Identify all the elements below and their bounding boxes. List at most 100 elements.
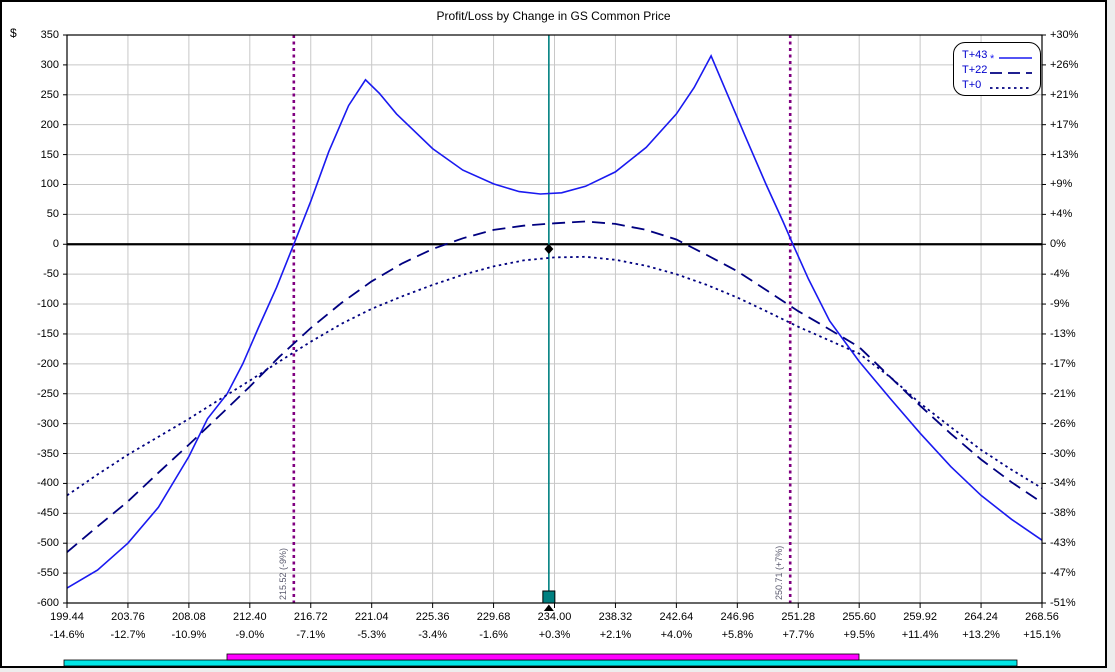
y-axis-tick-label: -250 (36, 387, 59, 400)
right-axis-tick-label: +9% (1050, 178, 1073, 191)
right-axis-tick-label: -34% (1050, 477, 1076, 490)
y-axis-tick-label: -200 (36, 357, 59, 370)
right-axis-tick-label: -26% (1050, 417, 1076, 430)
right-axis-tick-label: +30% (1050, 29, 1079, 41)
right-axis-tick-label: -17% (1050, 357, 1076, 370)
y-axis-tick-label: -150 (36, 327, 59, 340)
x-axis-percent-label: -3.4% (418, 629, 447, 641)
x-axis-price-label: 199.44 (50, 611, 84, 623)
y-axis-tick-label: -350 (36, 447, 59, 460)
right-axis-tick-label: 0% (1050, 238, 1066, 251)
y-axis-tick-label: -400 (36, 477, 59, 490)
right-axis-tick-label: -47% (1050, 567, 1076, 580)
y-axis-tick-label: -600 (36, 597, 59, 609)
x-axis-price-label: 229.68 (476, 611, 511, 623)
right-axis-tick-label: -13% (1050, 327, 1076, 340)
x-axis-price-label: 259.92 (903, 611, 937, 623)
x-axis-percent-label: -14.6% (49, 629, 85, 641)
x-axis-price-label: 242.64 (659, 611, 694, 623)
x-axis-percent-label: -1.6% (479, 629, 508, 641)
legend-star-marker: * (990, 53, 995, 63)
x-axis-price-label: 268.56 (1025, 611, 1059, 623)
y-axis-tick-label: -450 (36, 507, 59, 520)
series-T+43 (66, 54, 1043, 589)
x-axis-percent-label: +13.2% (962, 629, 1000, 641)
x-axis-percent-label: -9.0% (235, 629, 265, 641)
right-axis-tick-label: -38% (1050, 507, 1076, 520)
x-axis-price-label: 221.04 (354, 611, 389, 623)
x-axis-percent-label: +5.8% (721, 629, 754, 641)
y-axis-tick-label: 0 (52, 238, 59, 251)
vline-price-label: 250.71 (+7%) (774, 545, 785, 600)
legend-line-sample-solid: * (990, 50, 1032, 65)
chart-title: Profit/Loss by Change in GS Common Price (436, 9, 671, 23)
pl-diamond-marker (544, 244, 554, 255)
x-axis-price-label: 255.60 (842, 611, 877, 623)
right-axis-tick-label: +21% (1050, 88, 1079, 101)
x-axis-percent-label: -12.7% (110, 629, 146, 641)
x-axis-price-label: 203.76 (111, 611, 145, 623)
vline-price-label: 215.52 (-9%) (277, 547, 288, 600)
legend-line-sample-dashed (990, 65, 1032, 75)
x-axis-percent-label: -10.9% (171, 629, 207, 641)
right-axis-tick-label: +17% (1050, 118, 1079, 131)
y-axis-tick-label: 200 (40, 118, 59, 131)
series-T+0 (66, 255, 1043, 497)
x-axis-price-label: 246.96 (720, 611, 755, 623)
y-axis-tick-label: 50 (46, 208, 59, 221)
x-axis-price-label: 251.28 (781, 611, 816, 623)
right-axis-tick-label: -9% (1050, 298, 1070, 311)
x-axis-percent-label: +11.4% (901, 629, 939, 641)
y-axis-tick-label: -100 (36, 298, 59, 311)
x-axis-price-label: 238.32 (598, 611, 633, 623)
x-axis-price-label: 212.40 (232, 611, 267, 623)
y-axis-tick-label: -500 (36, 537, 59, 550)
x-axis-price-label: 225.36 (415, 611, 450, 623)
y-axis-tick-label: 100 (40, 178, 59, 191)
right-axis-tick-label: -51% (1050, 597, 1076, 609)
x-axis-percent-label: +0.3% (538, 629, 571, 641)
y-axis-tick-label: 250 (40, 88, 59, 101)
right-axis-tick-label: -30% (1050, 447, 1076, 460)
x-axis-price-label: 216.72 (293, 611, 328, 623)
right-axis-tick-label: -21% (1050, 387, 1076, 400)
range-bar (63, 659, 1018, 667)
legend-label: T+22 (962, 63, 988, 76)
x-axis-percent-label: -7.1% (296, 629, 326, 641)
x-axis-percent-label: +9.5% (843, 629, 875, 641)
y-axis-tick-label: 300 (40, 58, 59, 71)
x-axis-percent-label: +15.1% (1023, 629, 1061, 641)
legend-item-T+43[interactable]: T+43 * (954, 47, 1040, 65)
current-price-square[interactable] (542, 590, 556, 604)
right-axis-tick-label: -4% (1050, 268, 1070, 281)
right-axis-tick-label: +26% (1050, 58, 1079, 71)
y-axis-tick-label: -550 (36, 567, 59, 580)
right-axis-tick-label: +13% (1050, 148, 1079, 161)
y-axis-tick-label: 150 (40, 148, 59, 161)
y-axis-tick-label: -300 (36, 417, 59, 430)
x-axis-percent-label: +2.1% (599, 629, 632, 641)
series-T+22 (66, 220, 1043, 553)
legend-item-T+22[interactable]: T+22 (954, 62, 1040, 77)
x-axis-percent-label: +7.7% (782, 629, 815, 641)
dollar-axis-symbol: $ (10, 26, 17, 40)
x-axis-price-label: 208.08 (172, 611, 206, 623)
x-axis-percent-label: +4.0% (660, 629, 693, 641)
legend-label: T+43 (962, 48, 988, 61)
right-axis-tick-label: +4% (1050, 208, 1073, 221)
legend-label: T+0 (962, 78, 982, 91)
legend-line-sample-dotted (990, 80, 1032, 90)
x-axis-percent-label: -5.3% (357, 629, 387, 641)
chart-legend[interactable]: T+43 * T+22 T+0 (953, 42, 1041, 96)
y-axis-tick-label: 350 (40, 29, 59, 41)
y-axis-tick-label: -50 (43, 268, 59, 281)
x-axis-price-label: 234.00 (537, 611, 572, 623)
right-axis-tick-label: -43% (1050, 537, 1076, 550)
legend-item-T+0[interactable]: T+0 (954, 77, 1040, 92)
current-price-arrow (543, 604, 554, 611)
range-bar (226, 653, 860, 661)
x-axis-price-label: 264.24 (964, 611, 998, 623)
